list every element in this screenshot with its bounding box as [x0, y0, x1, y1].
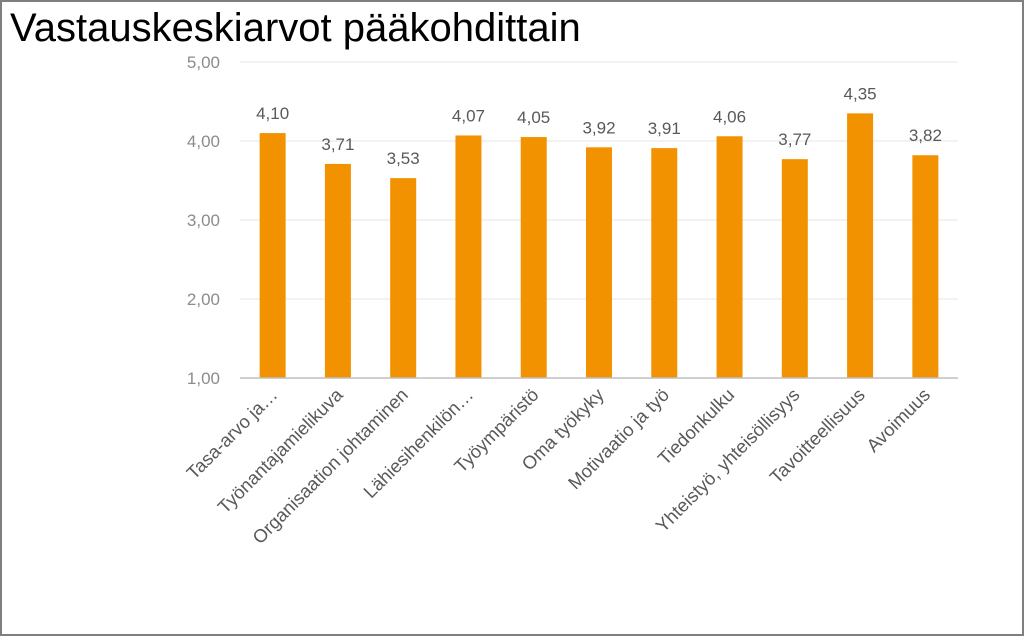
y-tick-label: 4,00	[187, 132, 220, 151]
y-tick-label: 5,00	[187, 53, 220, 72]
data-label: 4,35	[844, 84, 877, 103]
data-labels: 4,10 3,71 3,53 4,07 4,05 3,92 3,91 4,06 3,77 4,35…	[256, 84, 942, 168]
bar	[520, 137, 547, 378]
y-axis-ticks: 1,00 2,00 3,00 4,00 5,00	[187, 53, 220, 388]
data-label: 3,92	[582, 118, 615, 137]
bar	[586, 147, 612, 378]
bar	[390, 178, 417, 378]
x-tick-label: Työnantajamielikuva	[213, 383, 347, 517]
bar	[324, 163, 351, 378]
y-tick-label: 1,00	[187, 369, 220, 388]
data-label: 4,05	[517, 108, 550, 127]
bar	[847, 113, 874, 378]
x-tick-label: Avoimuus	[862, 384, 934, 456]
bar	[781, 159, 808, 378]
chart-title: Vastauskeskiarvot pääkohdittain	[10, 6, 581, 50]
data-label: 3,77	[778, 130, 811, 149]
data-label: 3,53	[387, 149, 420, 168]
data-label: 4,06	[713, 107, 746, 126]
x-axis-ticks: Tasa-arvo ja…TyönantajamielikuvaOrganisa…	[182, 383, 934, 547]
x-tick-label: Lähiesihenkilön…	[359, 384, 477, 502]
bar	[912, 155, 939, 378]
bar	[716, 136, 743, 378]
y-tick-label: 2,00	[187, 290, 220, 309]
data-label: 4,07	[452, 106, 485, 125]
bar	[455, 135, 482, 378]
bars	[259, 113, 939, 378]
data-label: 3,82	[909, 126, 942, 145]
data-label: 4,10	[256, 104, 289, 123]
data-label: 3,91	[648, 119, 681, 138]
bar	[259, 133, 286, 378]
y-tick-label: 3,00	[187, 211, 220, 230]
bar	[651, 148, 678, 378]
data-label: 3,71	[321, 135, 354, 154]
